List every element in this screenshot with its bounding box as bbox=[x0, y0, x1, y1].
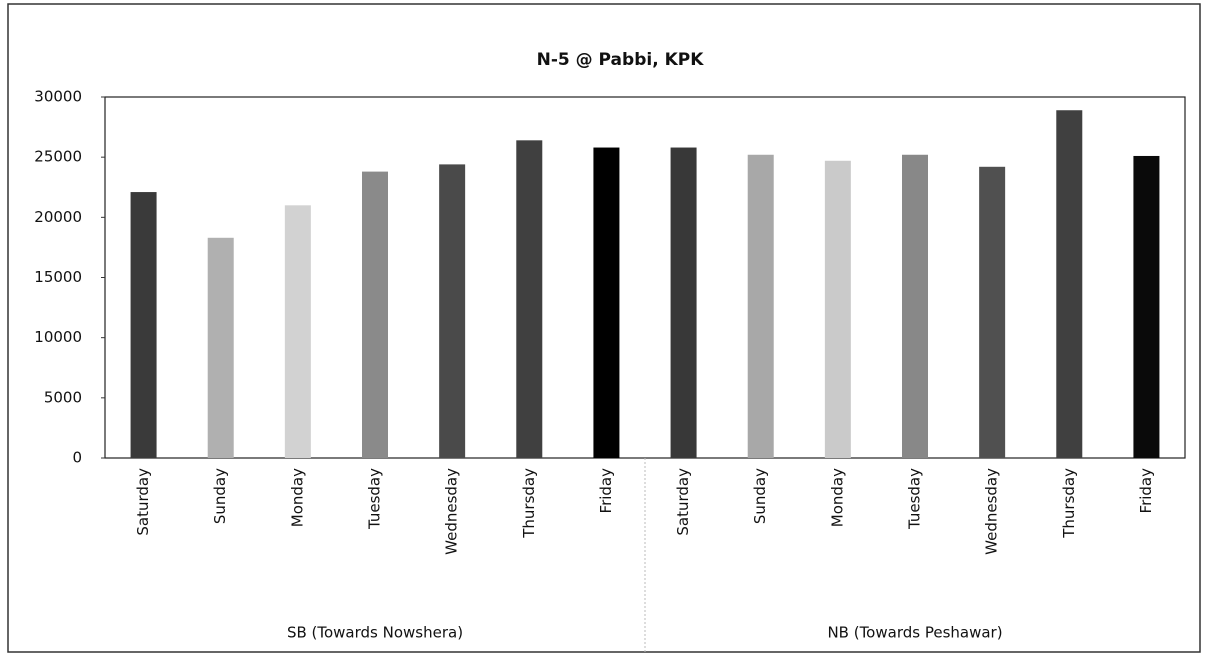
y-tick-label: 20000 bbox=[34, 208, 82, 226]
y-tick-label: 5000 bbox=[44, 388, 82, 406]
bar bbox=[1133, 155, 1160, 459]
x-tick-label: Saturday bbox=[674, 468, 692, 536]
y-tick-label: 15000 bbox=[34, 268, 82, 286]
bar bbox=[670, 147, 697, 459]
x-tick-label: Wednesday bbox=[983, 468, 1001, 555]
x-tick-label: Tuesday bbox=[366, 468, 384, 530]
bar bbox=[902, 154, 928, 458]
x-tick-label: Sunday bbox=[211, 468, 229, 524]
y-tick-label: 10000 bbox=[34, 328, 82, 346]
plot-frame bbox=[104, 96, 1186, 459]
bar bbox=[824, 160, 851, 458]
x-tick-label: Saturday bbox=[134, 468, 152, 536]
bar bbox=[207, 237, 234, 458]
chart-title: N-5 @ Pabbi, KPK bbox=[537, 50, 705, 70]
x-tick-label: Friday bbox=[1137, 468, 1155, 514]
x-tick-label: Monday bbox=[828, 468, 846, 527]
x-tick-label: Thursday bbox=[520, 468, 538, 539]
x-tick-label: Friday bbox=[597, 468, 615, 514]
x-tick-label: Thursday bbox=[1060, 468, 1078, 539]
chart-border bbox=[7, 3, 1201, 653]
bar bbox=[362, 171, 388, 458]
bar bbox=[130, 192, 157, 458]
bar bbox=[979, 166, 1006, 458]
x-tick-label: Monday bbox=[288, 468, 306, 527]
bar bbox=[439, 164, 466, 459]
group-label: SB (Towards Nowshera) bbox=[287, 624, 463, 642]
y-tick-label: 0 bbox=[72, 449, 82, 467]
bar bbox=[593, 147, 620, 459]
bar bbox=[284, 205, 311, 458]
bar bbox=[1056, 110, 1083, 458]
group-label: NB (Towards Peshawar) bbox=[827, 624, 1002, 642]
y-tick-label: 25000 bbox=[34, 148, 82, 166]
x-tick-label: Wednesday bbox=[443, 468, 461, 555]
y-tick-label: 30000 bbox=[34, 88, 82, 106]
x-tick-label: Tuesday bbox=[906, 468, 924, 530]
x-tick-label: Sunday bbox=[751, 468, 769, 524]
bar bbox=[516, 140, 543, 458]
bar bbox=[747, 154, 774, 458]
